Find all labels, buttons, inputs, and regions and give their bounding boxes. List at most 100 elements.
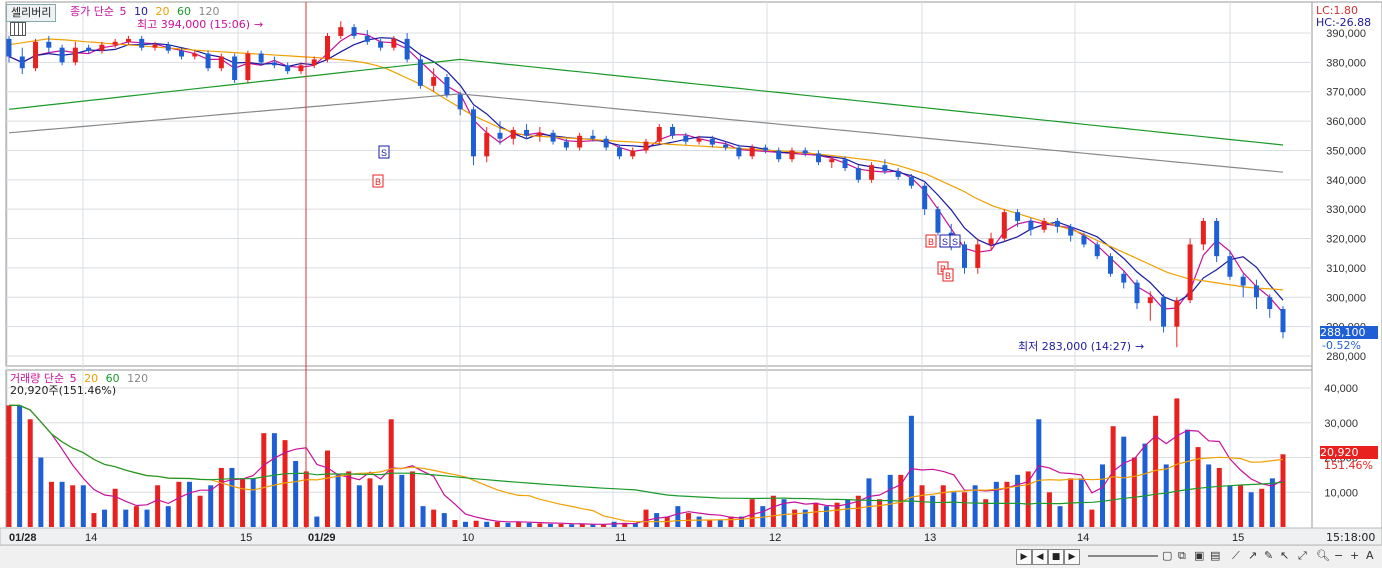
sell-button[interactable]: 셀리버리 [6, 4, 57, 22]
volume-bar [441, 513, 447, 527]
candle-body [1187, 244, 1193, 301]
legend-ma20: 20 [155, 5, 170, 18]
signal-label: S [952, 237, 958, 247]
zoom-slider[interactable] [1088, 555, 1158, 557]
scroll-back-button[interactable]: ◀ [1032, 549, 1048, 565]
x-tick-label: 14 [1077, 532, 1089, 544]
volume-bar [1004, 481, 1010, 527]
volume-bar [59, 481, 65, 527]
candle-body [1161, 297, 1167, 327]
zoom-search-icon[interactable]: 🔍︎ [1316, 549, 1330, 562]
cursor-icon[interactable]: ↖ [1280, 549, 1290, 562]
trend-icon[interactable]: ↗ [1248, 549, 1258, 562]
grid-icon[interactable] [10, 22, 26, 36]
candle-body [152, 44, 158, 48]
candle-body [590, 135, 596, 139]
volume-bar [165, 506, 171, 527]
volume-legend-prefix: 거래량 단순 [10, 372, 65, 385]
zoom-out-icon[interactable]: − [1334, 549, 1344, 562]
price-tick-label: 330,000 [1326, 204, 1366, 216]
volume-legend: 거래량 단순 5 20 60 120 [10, 372, 152, 385]
volume-bar [463, 521, 469, 527]
draw-line-icon[interactable]: ⟋ [1232, 549, 1240, 562]
current-volume-label: 20,920주(151.46%) [10, 384, 117, 397]
pen-icon[interactable]: ✎ [1264, 549, 1274, 562]
volume-bar [739, 516, 745, 527]
candle-body [325, 35, 330, 60]
volume-bar [1227, 485, 1233, 527]
candle-body [975, 244, 981, 268]
high-annotation-text: 최고 394,000 (15:06) [137, 18, 251, 31]
text-size-icon[interactable]: A [1366, 549, 1374, 562]
volume-bar [792, 509, 798, 527]
candle-body [537, 132, 543, 136]
stop-button[interactable]: ■ [1048, 549, 1064, 565]
vol-ma60-line [9, 404, 1284, 505]
volume-bar [155, 485, 161, 527]
candle-body [895, 171, 901, 177]
candle-body [232, 56, 238, 80]
price-tick-label: 340,000 [1326, 175, 1366, 187]
volume-bar [823, 506, 829, 527]
candle-body [630, 150, 636, 157]
candle-body [656, 126, 662, 142]
volume-bar [1121, 436, 1127, 527]
volume-bar [972, 485, 978, 527]
time-label: 15:18:00 [1326, 531, 1376, 544]
candle-body [709, 138, 715, 145]
candle-body [616, 147, 622, 157]
volume-bar [516, 521, 522, 527]
low-annotation: 최저 283,000 (14:27) → [1018, 340, 1148, 353]
x-tick-label: 10 [462, 532, 474, 544]
candle-body [1134, 282, 1140, 304]
volume-bar [197, 495, 203, 527]
volume-bar [760, 506, 766, 527]
price-legend-prefix: 종가 단순 [70, 5, 114, 18]
volume-bar [643, 509, 649, 527]
candle-body [524, 129, 530, 136]
candle-body [1028, 220, 1034, 230]
candle-body [855, 168, 861, 180]
zoom-in-icon[interactable]: + [1350, 549, 1360, 562]
panel-icon[interactable]: ▤ [1210, 549, 1221, 562]
candle-body [736, 147, 742, 157]
candle-body [842, 159, 848, 169]
fit-icon[interactable]: ⤢ [1298, 549, 1307, 562]
x-axis-ticks: 01/28 14 15 01/29 10 11 12 13 14 15 [9, 532, 1244, 544]
scroll-right-button[interactable]: ▶ [1016, 549, 1032, 565]
volume-bar [1269, 478, 1275, 527]
chart-area[interactable]: 390,000 380,000 370,000 360,000 350,000 340,0… [0, 0, 1382, 545]
volume-bar [431, 509, 437, 527]
arrow-right-icon: → [254, 18, 264, 31]
candle-body [749, 147, 755, 157]
candle-body [497, 132, 503, 139]
volume-bar [208, 485, 214, 527]
volume-bar [505, 522, 511, 527]
price-tick-label: 380,000 [1326, 57, 1366, 69]
legend-ma10: 10 [133, 5, 148, 18]
candle-body [59, 47, 65, 63]
candle-body [1081, 235, 1087, 245]
layout-icon[interactable]: ▢ [1162, 549, 1173, 562]
scroll-end-button[interactable]: ▶ [1064, 549, 1080, 565]
signal-label: B [375, 177, 381, 187]
signal-label: B [928, 237, 934, 247]
current-volume-pct-tag: 151.46% [1324, 459, 1373, 472]
candle-body [1107, 256, 1113, 274]
candle-body [351, 27, 357, 36]
volume-bar [781, 499, 787, 527]
chart-toolbar: ▶ ◀ ■ ▶ ▢ ⧉ ▣ ▤ ⟋ ↗ ✎ ↖ ⤢ 🔍︎ − + A [0, 545, 1382, 568]
x-tick-label: 15 [240, 532, 252, 544]
candle-body [285, 65, 291, 72]
current-volume-tag: 20,920 [1320, 446, 1378, 459]
volume-bar [622, 522, 628, 527]
signal-marker [942, 268, 954, 282]
volume-bar [356, 485, 362, 527]
candle-body [696, 138, 702, 142]
candle-body [1174, 300, 1180, 327]
volume-bar [601, 524, 607, 527]
candle-body [988, 238, 994, 245]
candle-body [908, 176, 914, 186]
window-icon[interactable]: ▣ [1194, 549, 1205, 562]
copy-icon[interactable]: ⧉ [1178, 549, 1186, 562]
